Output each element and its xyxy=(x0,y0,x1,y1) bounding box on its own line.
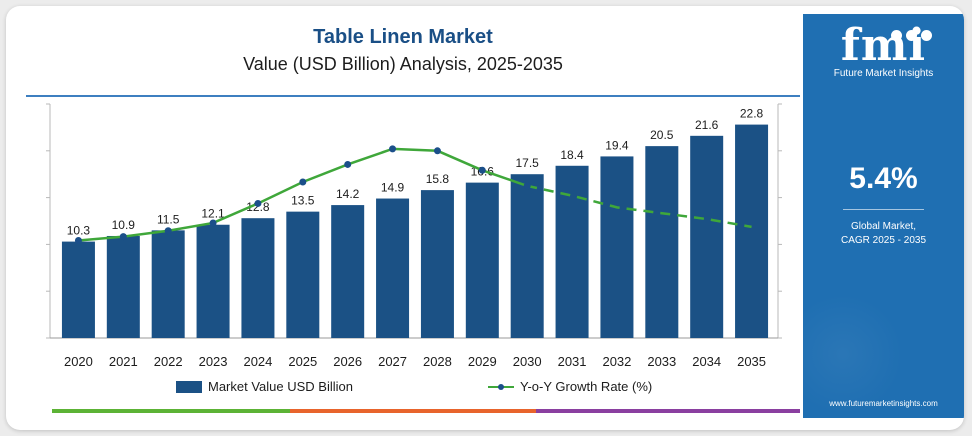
bar-value-label: 12.1 xyxy=(201,207,225,221)
bar-value-label: 14.2 xyxy=(336,187,360,201)
growth-marker xyxy=(119,233,127,241)
bar xyxy=(555,165,589,338)
growth-marker xyxy=(254,199,262,207)
bar-value-label: 20.5 xyxy=(650,128,674,142)
growth-marker xyxy=(433,147,441,155)
chart-plot: 10.310.911.512.112.813.514.214.915.816.6… xyxy=(26,95,800,369)
bar-value-label: 22.8 xyxy=(740,107,764,121)
bar xyxy=(331,205,365,338)
bar-value-label: 12.8 xyxy=(246,200,270,214)
x-tick-label: 2035 xyxy=(737,354,766,369)
bar xyxy=(286,211,320,338)
x-tick-label: 2027 xyxy=(378,354,407,369)
x-tick-label: 2024 xyxy=(243,354,272,369)
growth-marker xyxy=(74,237,82,244)
bar-value-labels: 10.310.911.512.112.813.514.214.915.816.6… xyxy=(67,107,764,238)
x-tick-label: 2028 xyxy=(423,354,452,369)
bar xyxy=(196,224,230,338)
growth-marker xyxy=(299,178,307,186)
bar xyxy=(420,190,454,338)
legend-bar-label: Market Value USD Billion xyxy=(208,379,353,394)
bar xyxy=(241,218,275,338)
stripe-orange xyxy=(290,409,536,413)
bar xyxy=(106,235,140,338)
cagr-value: 5.4% xyxy=(849,162,918,195)
bar-value-label: 21.6 xyxy=(695,118,719,132)
stripe-green xyxy=(52,409,290,413)
x-tick-label: 2021 xyxy=(109,354,138,369)
bar-value-label: 11.5 xyxy=(157,212,180,226)
growth-marker xyxy=(344,160,352,168)
legend-line-item: Y-o-Y Growth Rate (%) xyxy=(488,379,652,394)
cagr-divider xyxy=(843,209,924,210)
x-tick-label: 2020 xyxy=(64,354,93,369)
x-tick-label: 2032 xyxy=(602,354,631,369)
chart-subtitle: Value (USD Billion) Analysis, 2025-2035 xyxy=(243,54,563,74)
growth-marker xyxy=(478,166,486,174)
x-tick-label: 2022 xyxy=(154,354,183,369)
bar xyxy=(61,241,95,338)
growth-marker xyxy=(164,227,172,235)
bar xyxy=(465,182,499,338)
bar xyxy=(376,198,410,338)
bar xyxy=(151,230,185,338)
x-axis-labels: 2020 2021 2022 2023 2024 2025 2026 2027 2028 2029… xyxy=(64,354,766,369)
legend-line-swatch xyxy=(488,381,514,393)
bar-value-label: 15.8 xyxy=(426,172,450,186)
cagr-label-line2: CAGR 2025 - 2035 xyxy=(840,235,927,246)
bar-value-label: 13.5 xyxy=(291,194,315,208)
x-tick-label: 2025 xyxy=(288,354,317,369)
growth-marker xyxy=(209,219,217,227)
bar-value-label: 10.9 xyxy=(112,218,136,232)
x-tick-label: 2034 xyxy=(692,354,721,369)
cagr-label: Global Market, CAGR 2025 - 2035 xyxy=(803,220,964,248)
bar-value-label: 19.4 xyxy=(605,138,629,152)
bar-series xyxy=(61,124,769,338)
growth-marker xyxy=(523,182,531,190)
bar xyxy=(645,146,679,338)
website-link[interactable]: www.futuremarketinsights.com xyxy=(829,399,938,408)
bar-value-label: 18.4 xyxy=(560,148,584,162)
cagr-label-line1: Global Market, xyxy=(850,221,917,232)
chart-card: Table Linen Market Value (USD Billion) A… xyxy=(6,6,964,430)
bar xyxy=(690,135,724,338)
legend-bar-item: Market Value USD Billion xyxy=(176,379,353,394)
legend-bar-swatch xyxy=(176,380,202,393)
y2-axis-ticks xyxy=(778,103,782,339)
logo: fmi Future Market Insights xyxy=(803,20,964,80)
y-axis-ticks xyxy=(46,103,50,339)
growth-marker xyxy=(389,145,397,153)
logo-mark: fmi xyxy=(840,20,927,71)
bar xyxy=(735,124,769,338)
x-tick-label: 2029 xyxy=(468,354,497,369)
growth-line-series xyxy=(74,145,752,244)
legend-line-label: Y-o-Y Growth Rate (%) xyxy=(520,379,653,394)
x-tick-label: 2026 xyxy=(333,354,362,369)
x-tick-label: 2033 xyxy=(647,354,676,369)
x-tick-label: 2031 xyxy=(558,354,587,369)
x-tick-label: 2030 xyxy=(513,354,542,369)
logo-text: Future Market Insights xyxy=(833,68,934,79)
bar-value-label: 17.5 xyxy=(516,156,540,170)
stripe-purple xyxy=(536,409,800,413)
x-tick-label: 2023 xyxy=(199,354,228,369)
logo-icons xyxy=(883,28,943,42)
bar-value-label: 14.9 xyxy=(381,181,405,195)
bar-value-label: 10.3 xyxy=(67,224,91,238)
growth-line-dashed xyxy=(526,184,752,229)
chart-title: Table Linen Market xyxy=(313,26,493,48)
bar xyxy=(600,156,634,338)
sidebar-panel: fmi Future Market Insights 5.4% Global M… xyxy=(803,14,964,418)
bar xyxy=(510,174,544,338)
